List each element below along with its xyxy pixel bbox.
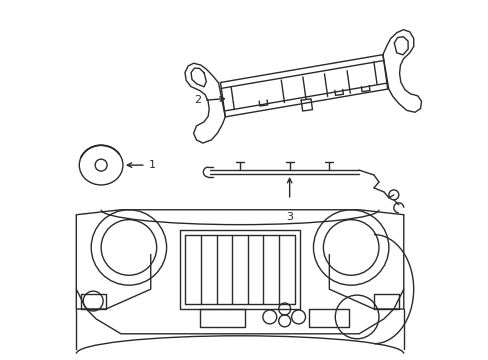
Text: 3: 3 — [285, 212, 292, 222]
Text: 2: 2 — [193, 95, 201, 105]
Text: 1: 1 — [148, 160, 155, 170]
